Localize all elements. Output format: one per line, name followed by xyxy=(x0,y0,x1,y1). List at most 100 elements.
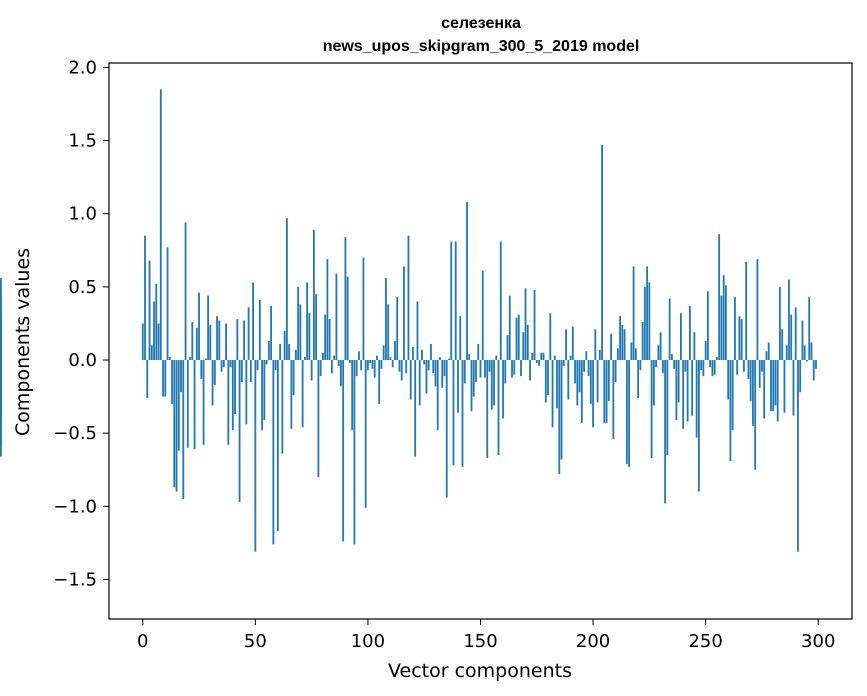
bar xyxy=(155,283,158,361)
bar xyxy=(276,360,279,532)
bar xyxy=(781,329,784,361)
bar xyxy=(668,298,671,361)
x-tick-label: 150 xyxy=(463,631,497,652)
bar-series xyxy=(0,89,817,552)
bar xyxy=(157,323,160,361)
bar xyxy=(513,360,516,375)
bar xyxy=(423,360,426,365)
bar xyxy=(707,291,709,361)
bar xyxy=(290,360,293,429)
bar xyxy=(148,260,151,361)
bar xyxy=(335,273,338,361)
bar xyxy=(231,360,234,431)
y-tick-label: 1.0 xyxy=(68,204,97,225)
bar xyxy=(747,360,750,380)
bar xyxy=(698,360,700,492)
y-axis: −1.5 −1.0 −0.5 0.0 0.5 1.0 1.5 2.0 xyxy=(53,57,109,590)
bar xyxy=(592,360,594,428)
bar xyxy=(274,360,277,371)
x-tick-label: 250 xyxy=(688,631,722,652)
bar xyxy=(621,324,624,361)
bar xyxy=(344,237,347,361)
bar xyxy=(637,360,640,399)
bar xyxy=(389,357,392,361)
bar xyxy=(175,360,178,492)
bar xyxy=(670,354,673,361)
bar xyxy=(713,360,716,375)
chart-subtitle: news_upos_skipgram_300_5_2019 model xyxy=(323,38,640,55)
bar xyxy=(788,279,790,361)
bar xyxy=(506,335,509,361)
bar xyxy=(229,360,232,368)
bar xyxy=(258,300,261,361)
x-tick-label: 300 xyxy=(801,631,835,652)
bar xyxy=(632,266,635,361)
bar xyxy=(198,292,200,361)
bar xyxy=(734,297,736,361)
bar xyxy=(502,360,504,419)
bar xyxy=(686,360,689,422)
bar xyxy=(227,360,230,445)
bar xyxy=(272,360,275,545)
bar xyxy=(758,360,761,388)
y-tick-label: 0.0 xyxy=(68,350,97,371)
bar xyxy=(578,360,581,393)
bar xyxy=(549,313,552,361)
bar xyxy=(607,360,610,401)
bar xyxy=(664,360,667,504)
bar xyxy=(700,360,703,371)
bar xyxy=(207,295,209,361)
bar xyxy=(761,360,763,372)
bar xyxy=(387,304,390,361)
y-tick-label: 2.0 xyxy=(68,57,97,78)
bar xyxy=(450,241,453,361)
bar xyxy=(180,360,182,393)
bar xyxy=(306,282,309,361)
bar xyxy=(189,357,191,361)
bar xyxy=(535,360,538,363)
bar xyxy=(745,261,748,361)
bar xyxy=(508,295,511,361)
bar xyxy=(321,352,324,361)
bar xyxy=(391,360,394,368)
bar xyxy=(574,360,576,384)
bar xyxy=(256,360,259,371)
bar xyxy=(643,286,646,361)
bar xyxy=(331,360,333,374)
bar xyxy=(815,360,817,369)
bar xyxy=(364,360,367,508)
x-tick-label: 200 xyxy=(576,631,610,652)
bar xyxy=(409,360,412,400)
bar xyxy=(774,360,777,406)
bar xyxy=(238,360,241,502)
bar xyxy=(677,360,680,403)
bar xyxy=(153,301,155,361)
bar xyxy=(540,352,543,361)
bar xyxy=(436,360,439,431)
bar xyxy=(430,343,432,361)
bar xyxy=(682,360,685,429)
bar xyxy=(312,229,315,361)
bar xyxy=(225,323,227,361)
bar xyxy=(702,360,705,377)
bar xyxy=(639,360,642,371)
bar xyxy=(270,305,273,361)
bar xyxy=(245,360,248,425)
bar xyxy=(285,218,288,361)
bar xyxy=(254,360,257,552)
bar xyxy=(351,360,354,431)
bar xyxy=(472,360,475,397)
bar xyxy=(515,317,518,361)
bar xyxy=(425,360,428,394)
bar xyxy=(722,275,725,361)
bar xyxy=(261,360,263,431)
bar xyxy=(603,360,606,423)
bar xyxy=(0,335,2,361)
bar xyxy=(596,360,599,403)
bar xyxy=(349,360,351,363)
bar xyxy=(598,349,601,361)
bar xyxy=(371,360,374,369)
bar xyxy=(448,358,450,361)
bar xyxy=(373,360,376,378)
bar xyxy=(794,307,797,361)
